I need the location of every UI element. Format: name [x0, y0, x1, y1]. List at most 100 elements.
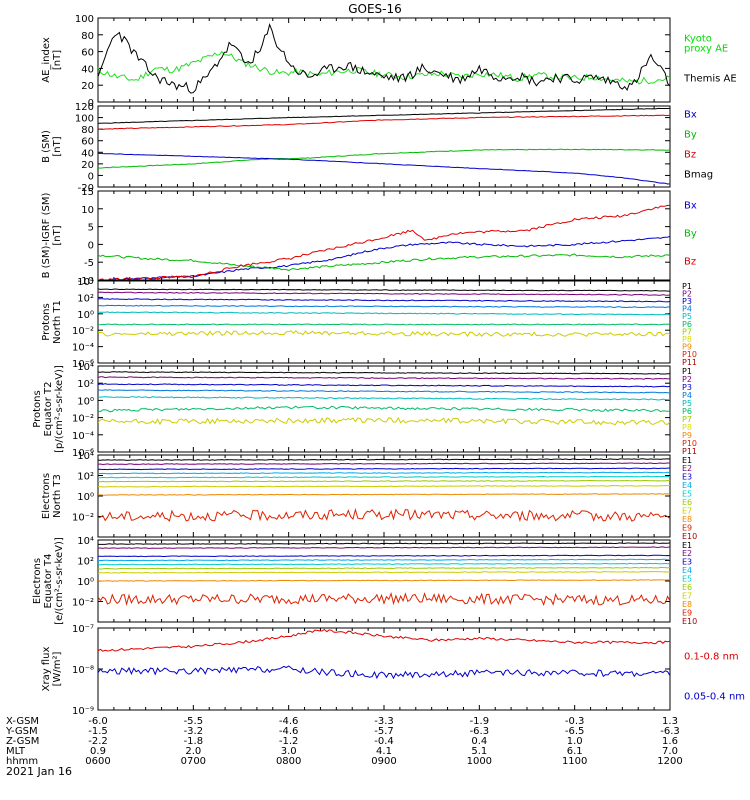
ephemeris-value: 0600 [85, 756, 110, 767]
y-tick-label: 0 [88, 171, 94, 182]
y-tick-label: 10⁴ [77, 536, 94, 547]
y-tick-label: 15 [81, 187, 94, 198]
ephemeris-value: 7.0 [662, 746, 678, 757]
ephemeris-value: -6.3 [660, 726, 680, 737]
legend-entry: By [684, 229, 697, 240]
legend-entry: P2 [682, 375, 692, 384]
y-axis-label: [nT] [52, 50, 63, 70]
y-axis-label: North T3 [52, 474, 63, 518]
series-line-e4 [98, 471, 670, 475]
y-tick-label: 10⁻² [72, 513, 94, 524]
legend-entry: E9 [682, 523, 692, 532]
y-tick-label: 10² [77, 557, 94, 568]
ephemeris-value: -6.5 [565, 726, 585, 737]
series-line-by [98, 253, 670, 271]
ephemeris-value: -3.2 [184, 726, 204, 737]
y-axis-label: Equator T2 [43, 382, 54, 437]
y-tick-label: 10⁰ [77, 310, 94, 321]
ephemeris-row-label: Y-GSM [5, 726, 38, 737]
y-tick-label: 10⁻⁸ [72, 665, 94, 676]
legend-entry: P7 [682, 327, 692, 336]
ephemeris-value: 0900 [371, 756, 396, 767]
legend-entry: P1 [682, 367, 692, 376]
x-axis-ephemeris: X-GSM -6.0 -5.5 -4.6 -3.3 -1.9 -0.3 1.3 Y-GSM -1.… [5, 716, 683, 767]
legend-entry: E10 [682, 617, 697, 626]
legend-entry: P10 [682, 350, 697, 359]
y-axis-label: [p/(cm²-s-sr-keV)] [54, 365, 65, 453]
ephemeris-value: -4.6 [279, 716, 299, 727]
y-tick-label: 120 [75, 102, 94, 113]
y-axis-label: Protons [32, 390, 43, 427]
legend-entry: P10 [682, 439, 697, 448]
series-line-p1 [98, 288, 670, 292]
series-line-p4 [98, 389, 670, 394]
y-axis-label: [nT] [52, 136, 63, 156]
y-tick-label: 60 [81, 137, 94, 148]
y-tick-label: 10⁻² [72, 598, 94, 609]
ephemeris-value: -6.3 [470, 726, 490, 737]
series-line-e5 [98, 475, 670, 479]
legend-entry: Bz [684, 150, 696, 161]
legend-entry: Themis AE [683, 74, 737, 85]
y-tick-label: -5 [84, 258, 94, 269]
ephemeris-value: -4.6 [279, 726, 299, 737]
legend-entry: E10 [682, 532, 697, 541]
legend-entry: E2 [682, 464, 692, 473]
legend-entry: E1 [682, 456, 692, 465]
plot-title: GOES-16 [348, 2, 402, 16]
legend-entry: Bz [684, 257, 696, 268]
ephemeris-row-label: X-GSM [6, 716, 39, 727]
series-line-e8 [98, 493, 670, 496]
ephemeris-value: -6.0 [88, 716, 108, 727]
legend-entry: 0.1-0.8 nm [684, 652, 739, 663]
series-line-p6 [98, 405, 670, 413]
y-tick-label: 5 [88, 223, 94, 234]
y-tick-label: 20 [81, 81, 94, 92]
y-axis-label: [nT] [52, 225, 63, 245]
series-line-p3 [98, 298, 670, 303]
y-axis-label: [W/m²] [52, 651, 63, 686]
ephemeris-value: 4.1 [376, 746, 392, 757]
legend-entry: E3 [682, 558, 692, 567]
series-line-0-1-0-8-nm [98, 628, 670, 652]
series-line-e1 [98, 458, 670, 461]
ephemeris-value: -5.5 [184, 716, 204, 727]
legend-entry: E5 [682, 575, 692, 584]
series-line-e9 [98, 507, 670, 523]
date-label: 2021 Jan 16 [6, 765, 72, 778]
ephemeris-value: 1.6 [662, 736, 678, 747]
series-line-p4 [98, 304, 670, 309]
legend-entry: E1 [682, 541, 692, 550]
series-line-e4 [98, 558, 670, 562]
ephemeris-value: 5.1 [471, 746, 487, 757]
y-tick-label: 10⁰ [77, 577, 94, 588]
legend-entry: P8 [682, 423, 692, 432]
legend-entry: E2 [682, 549, 692, 558]
legend-entry: P6 [682, 320, 692, 329]
ephemeris-value: -1.5 [88, 726, 108, 737]
y-tick-label: 10⁻⁴ [72, 343, 94, 354]
y-tick-label: 10⁰ [77, 396, 94, 407]
ephemeris-value: 0700 [181, 756, 206, 767]
ephemeris-value: 0.9 [90, 746, 106, 757]
y-axis-label: Equator T4 [43, 554, 54, 609]
series-line-0-05-0-4-nm [98, 665, 670, 680]
ephemeris-value: -2.2 [88, 736, 108, 747]
y-tick-label: 0 [88, 98, 94, 109]
y-tick-label: 60 [81, 48, 94, 59]
legend-entry: P2 [682, 289, 692, 298]
series-line-themis-ae [98, 23, 670, 94]
series-line-e2 [98, 462, 670, 466]
legend-entry: E6 [682, 498, 692, 507]
ephemeris-row-label: MLT [6, 746, 26, 757]
legend-entry: Bmag [684, 170, 713, 181]
panel-frame [97, 190, 671, 281]
y-axis-label: AE_index [41, 37, 52, 83]
y-tick-label: 10² [77, 472, 94, 483]
y-tick-label: 10² [77, 293, 94, 304]
y-tick-label: 0 [88, 240, 94, 251]
legend-entry: E4 [682, 566, 692, 575]
y-tick-label: 10⁻⁶ [72, 359, 94, 370]
